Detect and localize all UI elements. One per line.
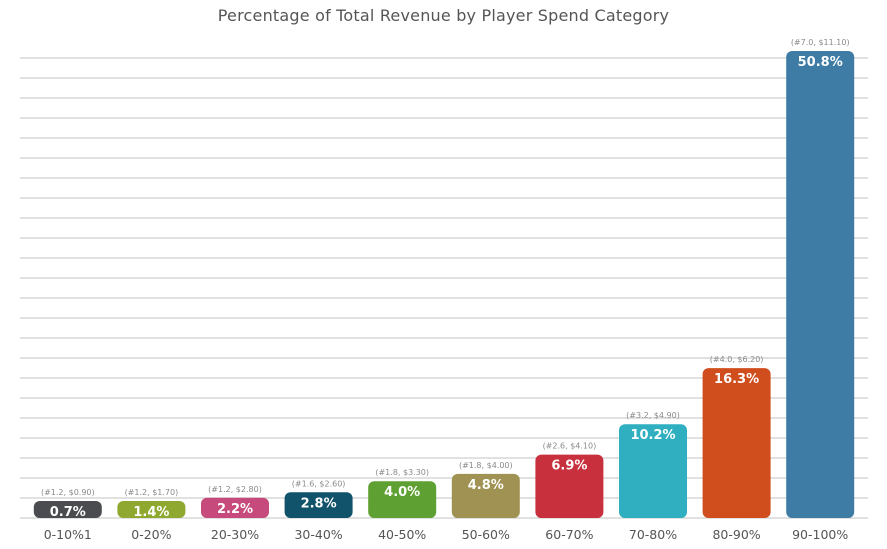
bar-annotation: (#7.0, $11.10) — [791, 38, 850, 47]
bar — [619, 424, 687, 518]
bar-group: 50.8% (#7.0, $11.10) 90-100% — [786, 38, 855, 542]
bar-annotation: (#1.2, $1.70) — [125, 488, 179, 497]
bar — [451, 473, 520, 518]
bar-group: 4.8% (#1.8, $4.00) 50-60% — [451, 461, 520, 542]
bar-value-label: 2.8% — [301, 496, 337, 511]
bar-group: 16.3% (#4.0, $6.20) 80-90% — [702, 355, 771, 542]
bar-value-label: 50.8% — [798, 55, 843, 70]
bar-value-label: 4.0% — [384, 485, 420, 500]
category-label: 0-10%1 — [44, 527, 92, 542]
bar-group: 1.4% (#1.2, $1.70) 0-20% — [117, 488, 186, 542]
bar-group: 0.7% (#1.2, $0.90) 0-10%1 — [33, 488, 102, 542]
bar — [201, 497, 269, 518]
category-label: 50-60% — [462, 527, 510, 542]
bar-value-label: 6.9% — [551, 459, 587, 474]
category-label: 70-80% — [629, 527, 677, 542]
bar-group: 4.0% (#1.8, $3.30) 40-50% — [368, 468, 437, 542]
bar-annotation: (#3.2, $4.90) — [626, 411, 680, 420]
bar — [786, 51, 855, 519]
category-label: 0-20% — [131, 527, 171, 542]
bar-group: 2.2% (#1.2, $2.80) 20-30% — [201, 485, 269, 542]
bar-annotation: (#1.2, $0.90) — [41, 488, 95, 497]
bar-value-label: 2.2% — [217, 502, 253, 517]
grid-lines — [20, 57, 868, 519]
category-label: 90-100% — [792, 527, 848, 542]
bar — [368, 481, 437, 518]
bar-value-label: 0.7% — [50, 505, 86, 520]
bar-annotation: (#1.2, $2.80) — [208, 485, 262, 494]
bar — [117, 501, 186, 518]
bar — [702, 368, 771, 518]
category-label: 30-40% — [294, 527, 342, 542]
bar-annotation: (#4.0, $6.20) — [710, 355, 764, 364]
bar-annotation: (#1.8, $4.00) — [459, 461, 513, 470]
bar — [535, 454, 604, 518]
bar-annotation: (#1.8, $3.30) — [375, 468, 429, 477]
bar — [284, 492, 353, 518]
bar-annotation: (#1.6, $2.60) — [292, 479, 346, 488]
bar-group: 6.9% (#2.6, $4.10) 60-70% — [535, 442, 604, 542]
bar-annotation: (#2.6, $4.10) — [543, 442, 597, 451]
category-label: 60-70% — [545, 527, 593, 542]
bar-group: 2.8% (#1.6, $2.60) 30-40% — [284, 479, 353, 542]
category-label: 20-30% — [211, 527, 259, 542]
bar-value-label: 1.4% — [133, 505, 169, 520]
bar — [33, 501, 102, 518]
bar-group: 10.2% (#3.2, $4.90) 70-80% — [619, 411, 687, 542]
bar-value-label: 10.2% — [630, 428, 675, 443]
chart-title: Percentage of Total Revenue by Player Sp… — [217, 6, 670, 25]
bar-value-label: 4.8% — [468, 478, 504, 493]
category-label: 80-90% — [712, 527, 760, 542]
bar-value-label: 16.3% — [714, 372, 759, 387]
category-label: 40-50% — [378, 527, 426, 542]
